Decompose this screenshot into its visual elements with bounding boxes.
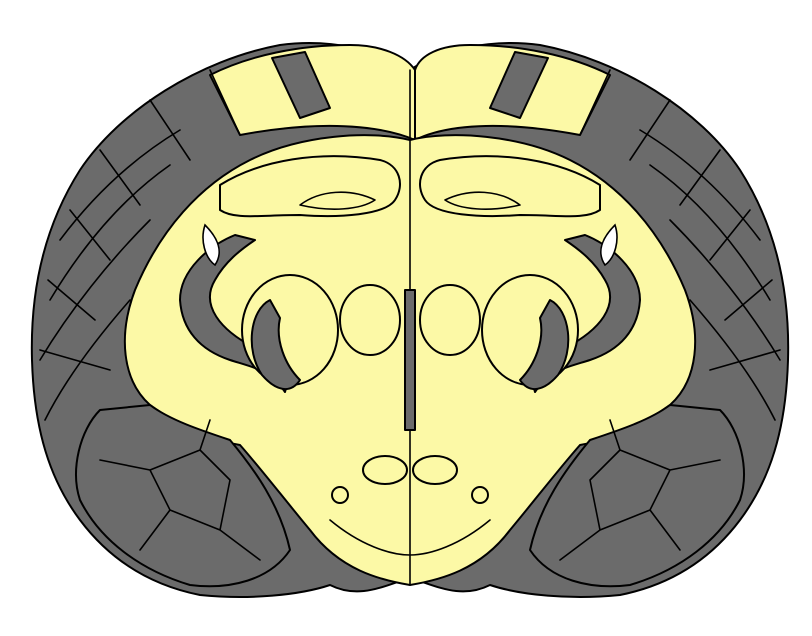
nucleus-left-2 bbox=[339, 284, 401, 356]
ventral-nucleus-right bbox=[412, 455, 458, 485]
dark-pocket-right bbox=[519, 299, 570, 390]
nucleus-right-2 bbox=[419, 284, 481, 356]
ventral-region bbox=[329, 519, 491, 556]
dorsal-stripe-right bbox=[489, 51, 549, 119]
cortex-layers-left bbox=[39, 69, 241, 421]
small-nucleus-right bbox=[471, 486, 489, 504]
dentate-right bbox=[444, 191, 521, 210]
midline-dark-tract bbox=[404, 289, 416, 431]
ventricle-left bbox=[202, 223, 220, 267]
hippocampus-right bbox=[419, 155, 601, 218]
lateral-region-left bbox=[75, 404, 291, 588]
dorsal-stripe-left bbox=[271, 51, 331, 119]
small-nucleus-left bbox=[331, 486, 349, 504]
cortex-layers-right bbox=[579, 69, 781, 421]
lateral-subdivisions-right bbox=[559, 419, 721, 561]
lateral-region-right bbox=[529, 404, 745, 588]
ventricle-right bbox=[600, 223, 618, 267]
hippocampus-left bbox=[219, 155, 401, 218]
ventral-nucleus-left bbox=[362, 455, 408, 485]
lateral-subdivisions-left bbox=[99, 419, 261, 561]
dentate-left bbox=[299, 191, 376, 210]
dark-pocket-left bbox=[250, 299, 301, 390]
